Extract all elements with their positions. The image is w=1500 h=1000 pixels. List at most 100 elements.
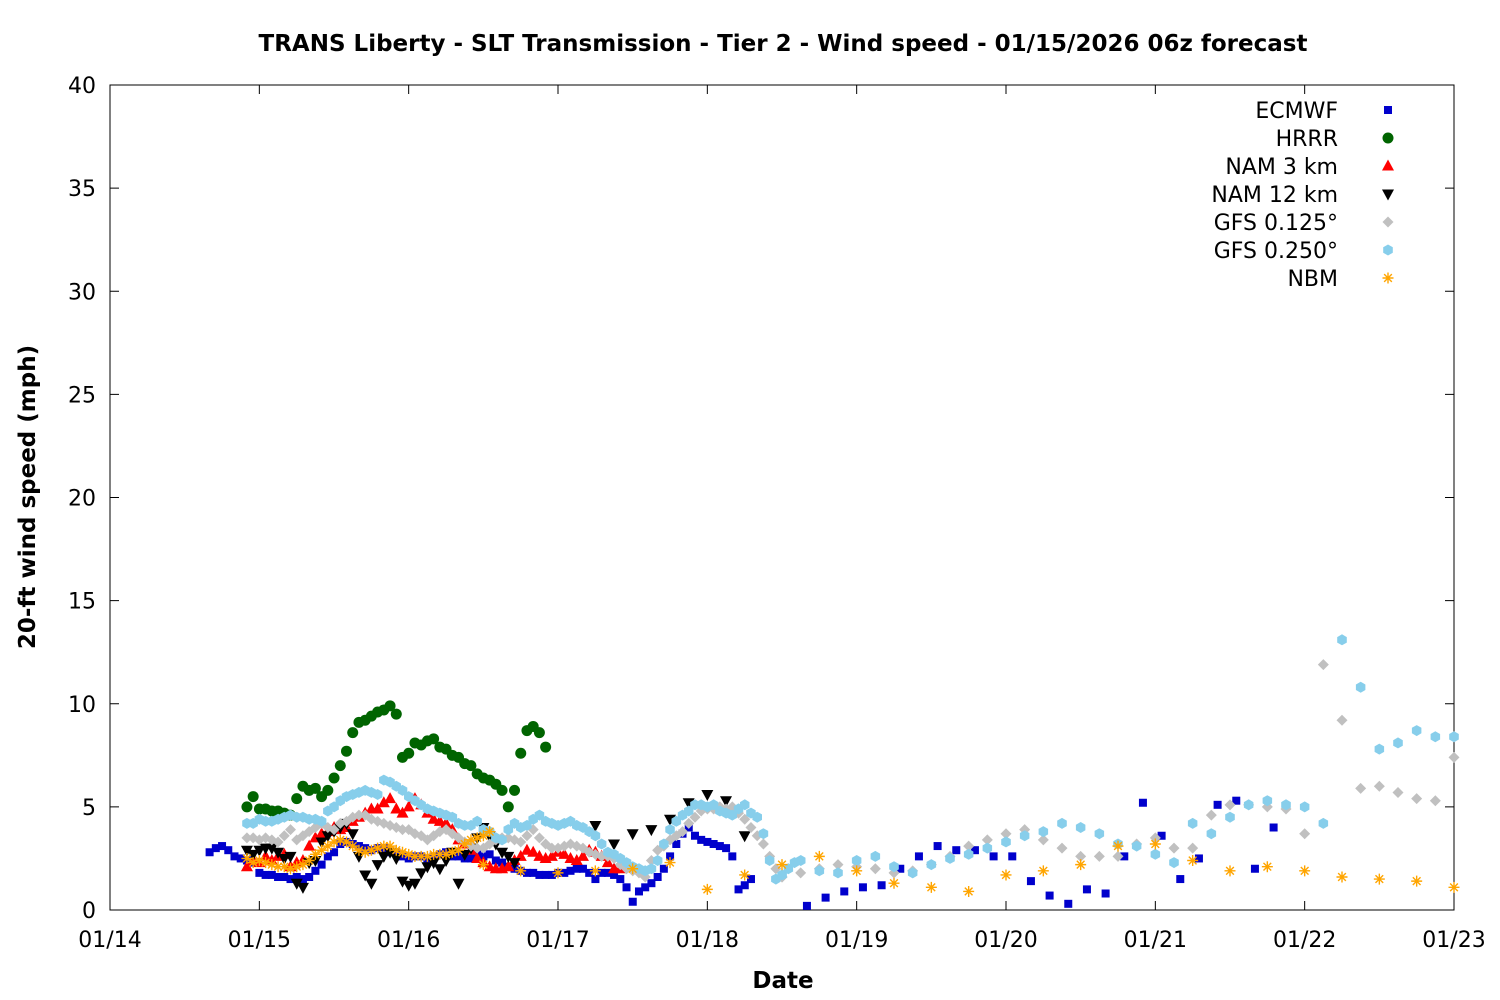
data-point bbox=[813, 850, 825, 862]
data-point bbox=[858, 883, 867, 892]
data-point bbox=[503, 824, 514, 836]
data-point bbox=[377, 796, 390, 808]
data-point bbox=[496, 784, 508, 796]
data-point bbox=[659, 864, 668, 873]
data-point bbox=[645, 825, 658, 837]
data-point bbox=[1187, 817, 1198, 829]
data-point bbox=[509, 784, 521, 796]
data-point bbox=[291, 793, 303, 805]
data-point bbox=[1176, 875, 1185, 884]
data-point bbox=[341, 745, 353, 757]
y-axis-label: 20-ft wind speed (mph) bbox=[15, 345, 41, 649]
data-point bbox=[1392, 786, 1404, 798]
data-point bbox=[359, 870, 372, 882]
data-point bbox=[896, 864, 905, 873]
data-point bbox=[1299, 865, 1311, 877]
data-point bbox=[952, 846, 961, 855]
data-point bbox=[1120, 852, 1129, 861]
data-point bbox=[664, 857, 676, 869]
data-point bbox=[647, 879, 656, 888]
data-point bbox=[272, 836, 284, 848]
data-point bbox=[626, 829, 639, 841]
data-point bbox=[535, 870, 544, 879]
data-point bbox=[266, 859, 278, 871]
data-point bbox=[309, 856, 322, 867]
x-tick-label: 01/20 bbox=[974, 928, 1037, 953]
data-point bbox=[652, 855, 663, 866]
data-point bbox=[1250, 864, 1259, 873]
data-point bbox=[925, 881, 937, 893]
data-point bbox=[1093, 850, 1105, 862]
data-point bbox=[247, 857, 259, 869]
data-point bbox=[684, 805, 694, 817]
data-point bbox=[471, 851, 484, 863]
axis-ticks: 0 5 10 15 20 25 30 35 40 01/14 01/15 01/16 01/17 01/1… bbox=[68, 74, 1486, 953]
data-point bbox=[541, 870, 550, 879]
data-point bbox=[926, 859, 937, 871]
data-point bbox=[309, 848, 321, 860]
data-point bbox=[529, 868, 538, 877]
data-point bbox=[515, 747, 527, 759]
data-point bbox=[715, 842, 724, 851]
data-point bbox=[1000, 869, 1012, 881]
data-point bbox=[659, 838, 669, 850]
legend-marker bbox=[1382, 132, 1394, 144]
data-point bbox=[589, 820, 602, 832]
data-point bbox=[989, 852, 998, 861]
y-tick-label: 30 bbox=[68, 280, 96, 305]
data-point bbox=[440, 816, 453, 828]
legend-marker bbox=[1382, 189, 1394, 201]
data-point bbox=[280, 873, 289, 881]
data-point bbox=[372, 842, 384, 854]
x-tick-label: 01/19 bbox=[825, 928, 888, 953]
data-point bbox=[317, 860, 326, 869]
data-point bbox=[390, 708, 402, 720]
data-point bbox=[603, 868, 612, 877]
data-point bbox=[1112, 840, 1124, 852]
data-point bbox=[576, 849, 589, 861]
data-point bbox=[708, 799, 719, 811]
data-point bbox=[1038, 826, 1049, 838]
data-point bbox=[1355, 782, 1367, 794]
data-point bbox=[496, 847, 509, 859]
data-point bbox=[303, 839, 316, 851]
data-point bbox=[278, 830, 290, 842]
legend-label: HRRR bbox=[1276, 127, 1338, 152]
data-point bbox=[709, 840, 718, 848]
data-point bbox=[397, 784, 408, 796]
data-point bbox=[396, 806, 409, 818]
data-point bbox=[384, 792, 397, 804]
data-point bbox=[484, 826, 496, 838]
data-point bbox=[1411, 725, 1422, 737]
data-point bbox=[1261, 861, 1273, 873]
data-point bbox=[421, 862, 434, 874]
data-point bbox=[305, 873, 314, 881]
data-point bbox=[795, 867, 807, 879]
data-point bbox=[224, 846, 233, 855]
data-point bbox=[963, 885, 975, 897]
data-point bbox=[1337, 634, 1347, 646]
data-point bbox=[1243, 799, 1254, 811]
data-point bbox=[433, 864, 446, 876]
data-point bbox=[982, 842, 993, 854]
data-point bbox=[1149, 838, 1161, 850]
data-point bbox=[322, 840, 334, 852]
data-point bbox=[397, 846, 409, 858]
data-point bbox=[1101, 889, 1110, 898]
data-point bbox=[515, 865, 527, 877]
data-point bbox=[757, 838, 769, 850]
data-point bbox=[840, 887, 849, 896]
series-5 bbox=[242, 634, 1459, 885]
data-point bbox=[758, 828, 769, 840]
data-point bbox=[440, 856, 453, 867]
data-point bbox=[697, 835, 706, 844]
data-point bbox=[1082, 885, 1091, 894]
y-tick-label: 5 bbox=[82, 796, 96, 821]
data-point bbox=[465, 760, 477, 772]
data-point bbox=[415, 868, 428, 880]
data-point bbox=[477, 859, 489, 871]
data-point bbox=[502, 860, 515, 872]
data-point bbox=[1206, 828, 1217, 840]
data-point bbox=[230, 852, 239, 861]
